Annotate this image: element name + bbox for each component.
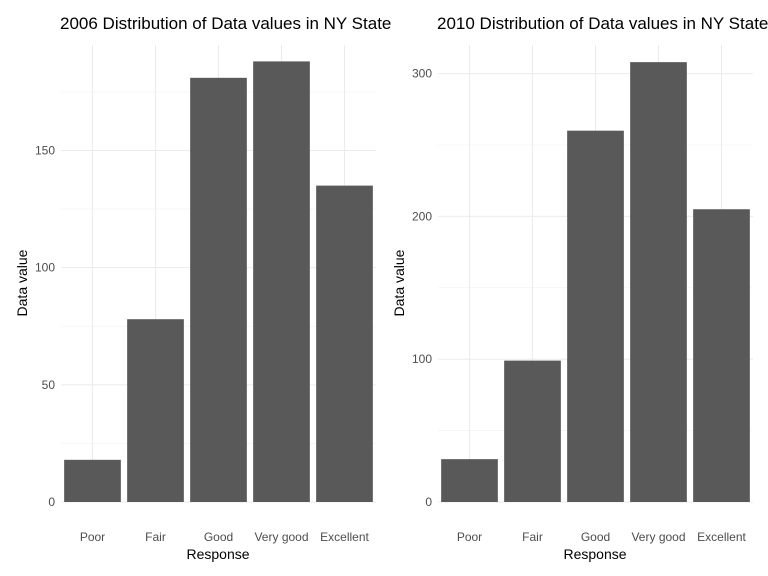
x-tick-label: Excellent [320, 530, 369, 544]
bar-very-good [253, 61, 310, 503]
bar-poor [64, 459, 121, 502]
x-tick-label: Fair [522, 530, 543, 544]
x-tick-label: Very good [254, 530, 308, 544]
x-tick-label: Poor [80, 530, 105, 544]
bar-fair [504, 360, 561, 502]
panel-2010: 2010 Distribution of Data values in NY S… [391, 14, 768, 562]
y-tick-label: 0 [425, 495, 432, 509]
bar-excellent [316, 185, 373, 502]
bar-good [190, 77, 247, 503]
bar-poor [441, 459, 498, 502]
x-tick-label: Poor [457, 530, 482, 544]
chart-title-2010: 2010 Distribution of Data values in NY S… [437, 14, 768, 33]
y-axis-title-2006: Data value [14, 249, 30, 316]
bars-2006 [64, 61, 373, 503]
bar-fair [127, 319, 184, 502]
y-tick-label: 50 [42, 378, 56, 392]
x-axis-title-2010: Response [563, 546, 626, 562]
y-axis-title-2010: Data value [391, 249, 407, 316]
x-axis-title-2006: Response [186, 546, 249, 562]
x-tick-label: Fair [145, 530, 166, 544]
chart-title-2006: 2006 Distribution of Data values in NY S… [60, 14, 391, 33]
y-tick-label: 150 [35, 143, 55, 157]
bar-excellent [693, 209, 750, 502]
bar-very-good [630, 62, 687, 502]
x-tick-label: Good [581, 530, 610, 544]
y-tick-label: 100 [35, 261, 55, 275]
y-tick-label: 200 [412, 209, 432, 223]
x-tick-labels-2010: Poor Fair Good Very good Excellent [457, 530, 747, 544]
y-tick-labels-2006: 0 50 100 150 [35, 143, 55, 509]
bars-2010 [441, 62, 750, 502]
x-tick-label: Good [204, 530, 233, 544]
y-tick-label: 100 [412, 352, 432, 366]
bar-good [567, 130, 624, 502]
x-tick-label: Excellent [697, 530, 746, 544]
panel-2006: 2006 Distribution of Data values in NY S… [14, 14, 391, 562]
y-tick-label: 300 [412, 67, 432, 81]
x-tick-labels-2006: Poor Fair Good Very good Excellent [80, 530, 370, 544]
y-tick-label: 0 [48, 495, 55, 509]
y-tick-labels-2010: 0 100 200 300 [412, 67, 432, 509]
x-tick-label: Very good [631, 530, 685, 544]
